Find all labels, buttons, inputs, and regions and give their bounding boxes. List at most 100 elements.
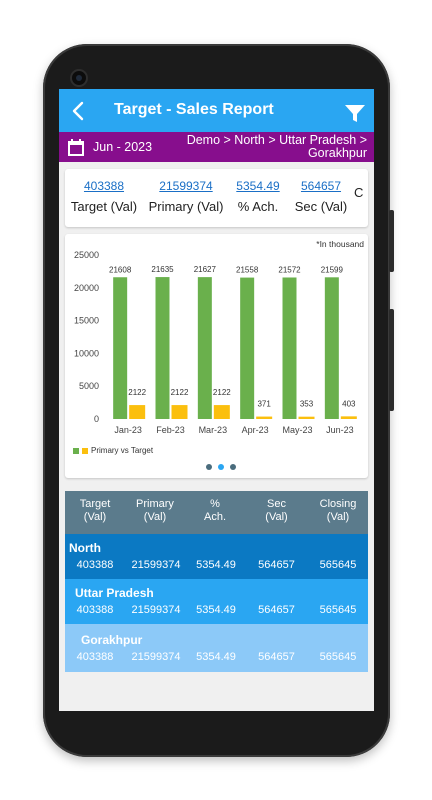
data-label-target: 403: [342, 399, 356, 408]
cell-primary: 21599374: [131, 651, 181, 663]
bar-chart: 0 5000 10000 15000 20000 25000 21608 2122 Jan-23…: [74, 250, 357, 435]
cell-primary: 21599374: [131, 604, 181, 616]
chart-card: *In thousand 0 5000 10000 15000 20000 25000 21…: [65, 234, 368, 478]
calendar-icon[interactable]: [68, 139, 84, 156]
x-tick-label: Apr-23: [242, 425, 269, 435]
app-bar: Target - Sales Report: [59, 89, 374, 132]
data-label-target: 2122: [213, 388, 231, 397]
pager-dot[interactable]: [230, 464, 236, 470]
summary-label: C: [354, 185, 364, 200]
back-arrow-icon[interactable]: [67, 99, 91, 123]
y-tick-label: 15000: [74, 316, 99, 326]
x-tick-label: May-23: [282, 425, 312, 435]
cell-ach: 5354.49: [196, 559, 236, 571]
period-bar: Jun - 2023 Demo > North > Uttar Pradesh …: [59, 132, 374, 162]
summary-card: 403388 Target (Val) 21599374 Primary (Va…: [65, 169, 368, 227]
cell-sec: 564657: [258, 559, 295, 571]
summary-value[interactable]: 5354.49: [236, 179, 280, 193]
bar-primary: [282, 277, 297, 419]
summary-primary[interactable]: 21599374 Primary (Val): [147, 179, 225, 214]
bar-primary: [113, 277, 128, 419]
cell-closing: 565645: [319, 651, 357, 663]
cell-target: 403388: [76, 604, 114, 616]
cell-ach: 5354.49: [196, 604, 236, 616]
header-closing: Closing (Val): [319, 498, 357, 523]
data-label-target: 371: [257, 400, 271, 409]
summary-target[interactable]: 403388 Target (Val): [69, 179, 139, 214]
summary-value[interactable]: 403388: [83, 179, 125, 193]
cell-target: 403388: [76, 651, 114, 663]
bar-target: [171, 405, 188, 419]
x-tick-label: Feb-23: [156, 425, 185, 435]
front-camera-icon: [70, 69, 88, 87]
y-tick-label: 20000: [74, 283, 99, 293]
volume-button: [389, 210, 394, 272]
bar-target: [298, 416, 315, 419]
pager-dot[interactable]: [206, 464, 212, 470]
cell-closing: 565645: [319, 604, 357, 616]
cell-primary: 21599374: [131, 559, 181, 571]
data-label-primary: 21608: [109, 265, 132, 274]
data-label-primary: 21635: [151, 265, 174, 274]
data-label-target: 2122: [171, 388, 189, 397]
table-row[interactable]: Gorakhpur 403388 21599374 5354.49 564657…: [65, 624, 368, 672]
y-tick-label: 0: [94, 414, 99, 424]
chart-legend: Primary vs Target: [73, 446, 153, 455]
header-primary: Primary (Val): [136, 498, 174, 523]
summary-value[interactable]: 564657: [300, 179, 342, 193]
cell-closing: 565645: [319, 559, 357, 571]
bar-primary: [240, 277, 255, 419]
bar-primary: [155, 277, 170, 419]
summary-ach[interactable]: 5354.49 % Ach.: [231, 179, 285, 214]
data-label-target: 353: [300, 400, 314, 409]
summary-value[interactable]: 21599374: [159, 179, 213, 193]
data-label-primary: 21558: [236, 266, 259, 275]
x-tick-label: Jun-23: [326, 425, 354, 435]
unit-note: *In thousand: [316, 239, 364, 249]
report-table: Target (Val) Primary (Val) % Ach. Sec (V…: [65, 491, 368, 672]
summary-label: % Ach.: [237, 199, 279, 214]
bar-primary: [197, 277, 212, 419]
period-label[interactable]: Jun - 2023: [93, 140, 153, 154]
cell-target: 403388: [76, 559, 114, 571]
summary-closing[interactable]: C: [354, 179, 368, 200]
table-header: Target (Val) Primary (Val) % Ach. Sec (V…: [65, 491, 368, 534]
row-name: Gorakhpur: [81, 633, 143, 647]
bar-target: [256, 416, 273, 419]
summary-label: Target (Val): [70, 199, 138, 214]
chart-pager[interactable]: [206, 464, 242, 470]
page-title: Target - Sales Report: [114, 101, 274, 118]
data-label-target: 2122: [128, 388, 146, 397]
summary-sec[interactable]: 564657 Sec (Val): [291, 179, 351, 214]
bar-target: [340, 416, 357, 419]
row-name: Uttar Pradesh: [75, 586, 154, 600]
row-name: North: [69, 541, 101, 555]
power-button: [389, 309, 394, 411]
summary-label: Sec (Val): [294, 199, 348, 214]
table-row[interactable]: North 403388 21599374 5354.49 564657 565…: [65, 534, 368, 579]
breadcrumb: Demo > North > Uttar Pradesh > Gorakhpur: [186, 133, 367, 160]
y-tick-label: 10000: [74, 348, 99, 358]
filter-icon[interactable]: [344, 102, 366, 124]
x-tick-label: Jan-23: [114, 425, 142, 435]
bar-primary: [324, 277, 339, 419]
header-ach: % Ach.: [203, 498, 226, 523]
table-row[interactable]: Uttar Pradesh 403388 21599374 5354.49 56…: [65, 579, 368, 624]
y-tick-label: 25000: [74, 250, 99, 260]
header-target: Target (Val): [79, 498, 111, 523]
legend-swatch-yellow: [82, 447, 88, 454]
pager-dot[interactable]: [218, 464, 224, 470]
y-tick-label: 5000: [79, 381, 99, 391]
summary-label: Primary (Val): [148, 199, 224, 214]
header-sec: Sec (Val): [265, 498, 288, 523]
data-label-primary: 21599: [321, 265, 344, 274]
bar-target: [129, 405, 146, 419]
data-label-primary: 21627: [194, 265, 217, 274]
bar-target: [213, 405, 230, 419]
cell-sec: 564657: [258, 604, 295, 616]
x-tick-label: Mar-23: [199, 425, 228, 435]
data-label-primary: 21572: [278, 265, 301, 274]
legend-swatch-green: [73, 447, 79, 454]
cell-sec: 564657: [258, 651, 295, 663]
app-screen: Target - Sales Report Jun - 2023 Demo > …: [59, 89, 374, 711]
